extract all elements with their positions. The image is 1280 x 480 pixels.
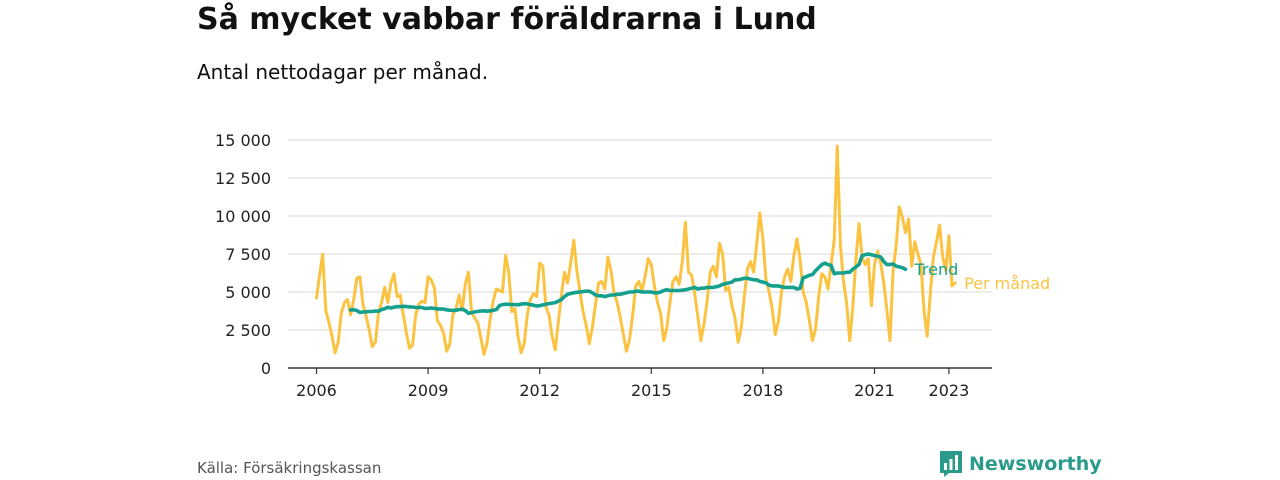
y-tick-label: 5 000 bbox=[225, 283, 271, 302]
trend-series-label: Trend bbox=[914, 260, 959, 279]
brand-name: Newsworthy bbox=[969, 453, 1102, 475]
x-tick-label: 2023 bbox=[929, 381, 970, 400]
monthly-series-label: Per månad bbox=[964, 274, 1050, 293]
x-tick-label: 2015 bbox=[631, 381, 672, 400]
y-tick-label: 0 bbox=[261, 359, 271, 378]
x-axis: 2006 2009 2012 2015 2018 2021 2023 bbox=[288, 367, 992, 400]
monthly-series-line bbox=[315, 144, 957, 356]
bar-chart-logo-icon bbox=[940, 451, 962, 477]
y-axis: 0 2 500 5 000 7 500 10 000 12 500 15 000 bbox=[215, 131, 271, 378]
chart-subtitle: Antal nettodagar per månad. bbox=[197, 60, 489, 84]
chart-title: Så mycket vabbar föräldrarna i Lund bbox=[197, 2, 817, 37]
x-tick-label: 2006 bbox=[296, 381, 337, 400]
series-lines bbox=[315, 144, 957, 356]
source-note: Källa: Försäkringskassan bbox=[197, 459, 382, 477]
x-tick-label: 2012 bbox=[519, 381, 560, 400]
y-tick-label: 10 000 bbox=[215, 207, 271, 226]
y-tick-label: 7 500 bbox=[225, 245, 271, 264]
y-tick-label: 15 000 bbox=[215, 131, 271, 150]
brand-logo[interactable]: Newsworthy bbox=[939, 450, 1102, 478]
trend-series-line bbox=[348, 252, 908, 316]
y-tick-label: 2 500 bbox=[225, 321, 271, 340]
x-tick-label: 2021 bbox=[854, 381, 895, 400]
x-tick-label: 2009 bbox=[408, 381, 449, 400]
x-tick-label: 2018 bbox=[743, 381, 784, 400]
y-tick-label: 12 500 bbox=[215, 169, 271, 188]
series-labels: Per månad Trend bbox=[914, 260, 1051, 293]
